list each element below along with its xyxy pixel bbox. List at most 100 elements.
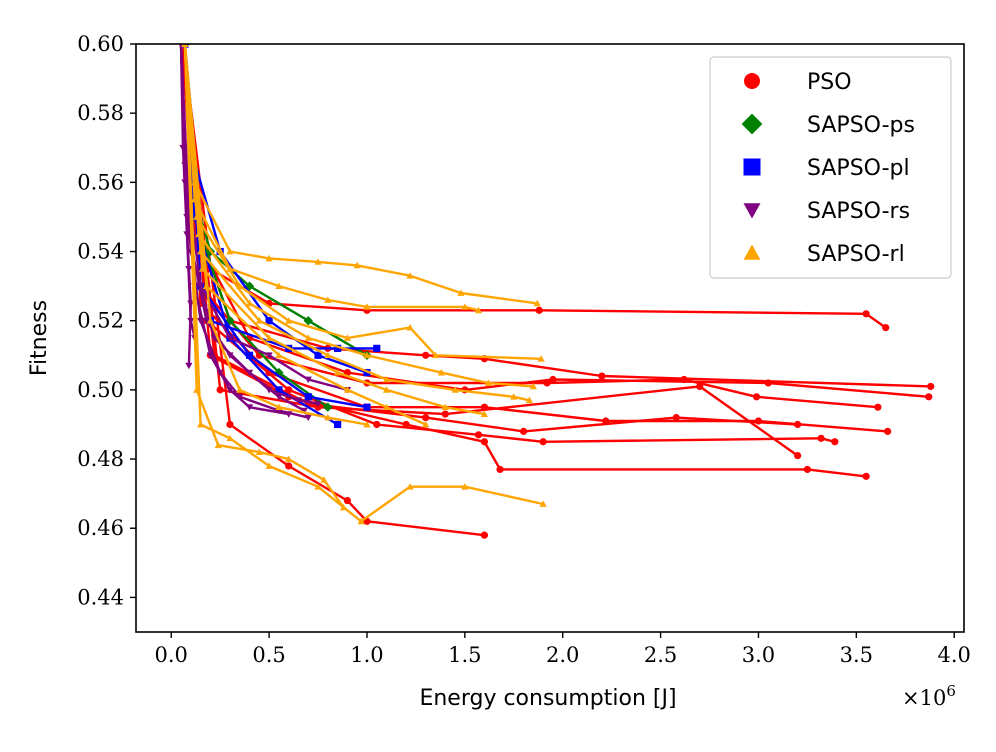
x-tick-label: 0.5: [252, 643, 285, 667]
data-point-pso: [285, 462, 293, 470]
legend-marker-sapso-rs: [743, 203, 761, 219]
series-sapso-rs: [179, 44, 352, 422]
legend: PSO SAPSO-ps SAPSO-pl SAPSO-rs SAPSO-rl: [709, 56, 952, 279]
plot-frame: [135, 43, 965, 633]
x-scale-exponent: 6: [946, 682, 956, 700]
data-point-sapso-rl: [382, 375, 391, 383]
x-axis-ticks: 0.0 0.5 1.0 1.5 2.0 2.5 3.0 3.5 4.0: [155, 632, 971, 667]
data-point-pso: [402, 420, 410, 429]
data-point-pso: [862, 310, 870, 318]
y-tick-label: 0.56: [77, 170, 124, 194]
data-point-sapso-rl: [480, 410, 489, 417]
data-point-sapso-rl: [214, 441, 222, 449]
data-point-sapso-rl: [525, 396, 534, 404]
data-point-sapso-pl: [265, 317, 273, 325]
data-point-sapso-rl: [206, 317, 214, 324]
data-point-pso: [216, 386, 224, 394]
data-point-pso: [884, 427, 892, 435]
data-point-sapso-rl: [314, 258, 322, 265]
data-point-pso: [480, 531, 489, 539]
data-point-sapso-rl: [406, 272, 414, 279]
data-point-pso: [882, 324, 890, 332]
data-point-sapso-rs: [185, 265, 193, 273]
data-point-sapso-rs: [181, 162, 189, 169]
data-point-pso: [874, 403, 882, 411]
data-point-sapso-rl: [324, 351, 332, 359]
data-point-sapso-rs: [196, 317, 205, 325]
data-point-sapso-rl: [363, 351, 371, 359]
data-point-sapso-rl: [265, 334, 273, 341]
data-point-sapso-rl: [255, 317, 263, 324]
data-point-pso: [794, 452, 802, 460]
data-point-sapso-rs: [314, 400, 322, 408]
data-point-sapso-rs: [300, 407, 308, 415]
data-point-sapso-rl: [406, 324, 414, 331]
data-point-sapso-rl: [431, 351, 440, 359]
legend-label-sapso-ps: SAPSO-ps: [807, 113, 915, 138]
data-point-sapso-rl: [320, 476, 328, 483]
x-tick-label: 3.0: [742, 643, 775, 667]
data-point-pso: [474, 431, 483, 439]
data-point-sapso-rs: [226, 335, 234, 342]
data-point-pso: [696, 382, 704, 391]
data-point-sapso-rl: [533, 299, 541, 307]
series-sapso-rl: [181, 44, 547, 525]
y-tick-label: 0.52: [77, 309, 124, 333]
data-point-sapso-rs: [304, 376, 312, 384]
data-point-sapso-pl: [334, 344, 342, 352]
data-point-pso: [543, 379, 551, 387]
y-tick-label: 0.58: [77, 101, 124, 125]
data-point-sapso-pl: [304, 393, 312, 401]
y-axis-label: Fitness: [27, 300, 52, 376]
data-point-sapso-rs: [265, 352, 273, 359]
x-tick-label: 3.5: [840, 643, 873, 667]
data-point-sapso-rl: [343, 334, 352, 341]
data-point-sapso-rl: [422, 420, 430, 428]
data-point-sapso-rl: [357, 517, 365, 525]
data-point-sapso-rs: [245, 369, 254, 377]
data-point-pso: [480, 438, 489, 446]
x-scale-multiplier: ×106: [902, 682, 956, 710]
data-point-sapso-rl: [285, 455, 293, 462]
data-point-sapso-rl: [324, 413, 332, 421]
data-point-pso: [803, 465, 812, 474]
data-point-sapso-rl: [334, 368, 342, 376]
data-point-sapso-pl: [314, 351, 322, 359]
y-tick-label: 0.44: [77, 585, 124, 609]
data-point-sapso-rl: [304, 334, 312, 341]
data-point-sapso-rl: [363, 303, 371, 310]
legend-marker-pso: [744, 73, 760, 89]
legend-marker-sapso-ps: [741, 113, 763, 135]
data-point-pso: [519, 427, 528, 435]
data-point-pso: [549, 375, 557, 384]
data-point-sapso-rl: [474, 306, 483, 314]
data-point-pso: [535, 306, 543, 314]
x-tick-label: 0.0: [155, 643, 188, 667]
data-point-sapso-rl: [382, 403, 391, 411]
legend-marker-sapso-pl: [743, 158, 761, 176]
data-point-sapso-pl: [275, 386, 283, 394]
data-point-sapso-rl: [441, 403, 449, 411]
data-point-sapso-rl: [343, 386, 352, 393]
series-line-sapso-rl-run-3: [183, 44, 543, 360]
x-axis-label: Energy consumption [J]: [419, 686, 676, 711]
data-point-pso: [422, 413, 430, 422]
data-point-sapso-pl: [245, 351, 254, 359]
data-point-pso: [927, 382, 935, 391]
data-point-sapso-rl: [353, 261, 361, 269]
data-point-pso: [862, 472, 870, 480]
data-point-sapso-rl: [285, 317, 293, 324]
legend-label-sapso-rl: SAPSO-rl: [807, 242, 905, 267]
data-point-sapso-rl: [196, 420, 205, 428]
data-point-sapso-rs: [275, 393, 283, 401]
y-tick-label: 0.48: [77, 447, 124, 471]
data-point-sapso-rs: [216, 369, 224, 377]
data-point-sapso-rl: [529, 382, 537, 390]
data-point-sapso-rl: [275, 282, 283, 289]
data-point-sapso-rl: [314, 483, 322, 490]
data-point-sapso-rl: [236, 386, 244, 393]
legend-label-pso: PSO: [807, 70, 852, 95]
data-point-pso: [496, 465, 504, 474]
